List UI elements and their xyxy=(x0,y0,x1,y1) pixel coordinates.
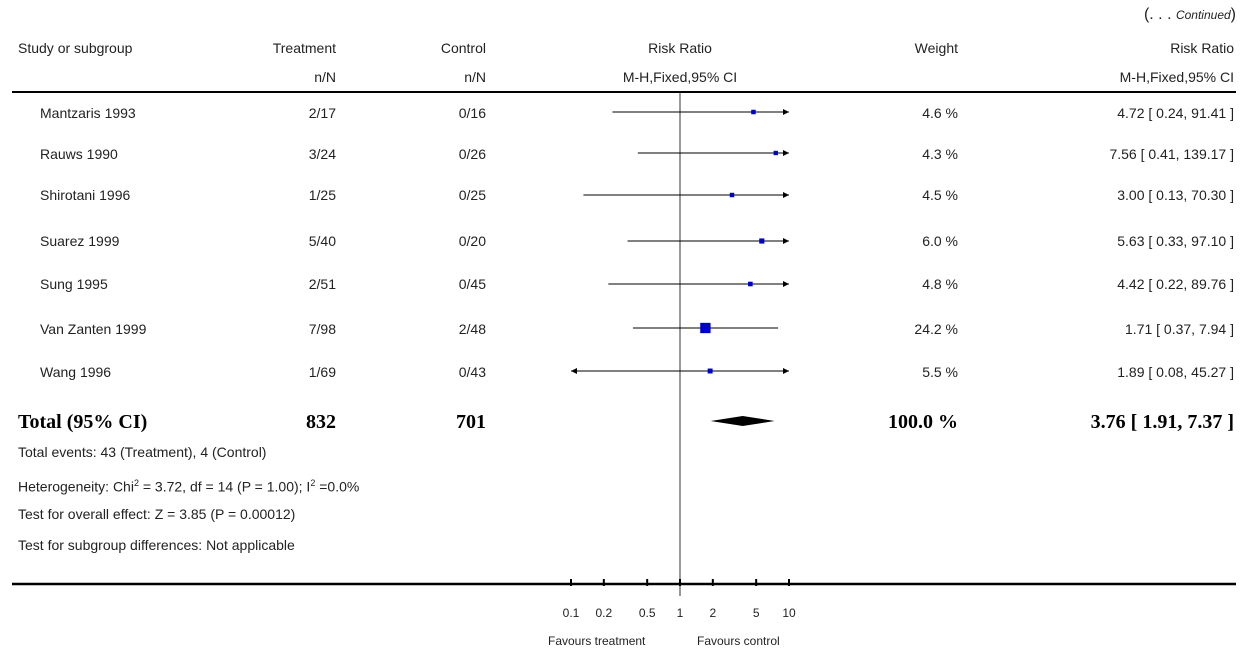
ci-arrow-right xyxy=(783,192,789,198)
axis-tick-label: 0.5 xyxy=(639,606,656,620)
total-treatment: 832 xyxy=(306,411,336,433)
control-count: 2/48 xyxy=(458,321,486,337)
heterogeneity-note: Heterogeneity: Chi2 = 3.72, df = 14 (P =… xyxy=(18,478,360,495)
study-effect-marker xyxy=(759,238,765,244)
study-name: Wang 1996 xyxy=(40,364,112,380)
total-weight: 100.0 % xyxy=(888,411,958,433)
study-effect-marker xyxy=(748,281,753,287)
study-effect-marker xyxy=(700,322,711,334)
total-events-note: Total events: 43 (Treatment), 4 (Control… xyxy=(18,444,267,460)
study-effect-marker xyxy=(773,150,778,156)
header-control: Control xyxy=(440,40,486,56)
overall-effect-note: Test for overall effect: Z = 3.85 (P = 0… xyxy=(18,506,296,522)
control-count: 0/25 xyxy=(458,187,486,203)
treatment-count: 7/98 xyxy=(308,321,336,337)
continued-label: (. . . Continued) xyxy=(1143,6,1236,23)
study-effect-marker xyxy=(707,368,713,374)
treatment-count: 2/51 xyxy=(308,276,336,292)
study-name: Suarez 1999 xyxy=(40,233,120,249)
risk-ratio-ci: 7.56 [ 0.41, 139.17 ] xyxy=(1109,146,1234,162)
risk-ratio-ci: 3.00 [ 0.13, 70.30 ] xyxy=(1117,187,1234,203)
ci-arrow-right xyxy=(783,281,789,287)
weight-value: 6.0 % xyxy=(922,233,958,249)
study-name: Rauws 1990 xyxy=(40,146,118,162)
study-name: Sung 1995 xyxy=(40,276,108,292)
ci-arrow-right xyxy=(783,368,789,374)
ci-arrow-right xyxy=(783,238,789,244)
ci-arrow-right xyxy=(783,109,789,115)
control-count: 0/26 xyxy=(458,146,486,162)
pooled-effect-diamond xyxy=(710,416,775,426)
weight-value: 4.3 % xyxy=(922,146,958,162)
axis-tick-label: 1 xyxy=(677,606,684,620)
header-control-sub: n/N xyxy=(464,69,486,85)
header-weight: Weight xyxy=(914,40,958,56)
axis-tick-label: 0.2 xyxy=(595,606,612,620)
header-risk-ratio-right-sub: M-H,Fixed,95% CI xyxy=(1119,69,1234,85)
control-count: 0/43 xyxy=(458,364,486,380)
weight-value: 24.2 % xyxy=(914,321,958,337)
control-count: 0/45 xyxy=(458,276,486,292)
axis-tick-label: 0.1 xyxy=(563,606,580,620)
subgroup-differences-note: Test for subgroup differences: Not appli… xyxy=(18,537,295,553)
study-effect-marker xyxy=(751,109,756,115)
header-treatment-sub: n/N xyxy=(314,69,336,85)
study-effect-marker xyxy=(729,192,735,198)
risk-ratio-ci: 4.72 [ 0.24, 91.41 ] xyxy=(1117,105,1234,121)
header-risk-ratio-right: Risk Ratio xyxy=(1170,40,1234,56)
favours-treatment-label: Favours treatment xyxy=(548,634,646,648)
axis-tick-label: 5 xyxy=(753,606,760,620)
favours-control-label: Favours control xyxy=(697,634,780,648)
weight-value: 5.5 % xyxy=(922,364,958,380)
treatment-count: 2/17 xyxy=(308,105,336,121)
study-name: Shirotani 1996 xyxy=(40,187,131,203)
control-count: 0/16 xyxy=(458,105,486,121)
treatment-count: 5/40 xyxy=(308,233,336,249)
treatment-count: 1/69 xyxy=(308,364,336,380)
total-risk-ratio-ci: 3.76 [ 1.91, 7.37 ] xyxy=(1090,411,1234,433)
control-count: 0/20 xyxy=(458,233,486,249)
total-label: Total (95% CI) xyxy=(18,411,148,433)
total-control: 701 xyxy=(456,411,486,433)
study-name: Mantzaris 1993 xyxy=(40,105,136,121)
risk-ratio-ci: 5.63 [ 0.33, 97.10 ] xyxy=(1117,233,1234,249)
treatment-count: 3/24 xyxy=(308,146,336,162)
axis-tick-label: 10 xyxy=(782,606,796,620)
risk-ratio-ci: 1.89 [ 0.08, 45.27 ] xyxy=(1117,364,1234,380)
ci-arrow-right xyxy=(783,150,789,156)
header-treatment: Treatment xyxy=(272,40,336,56)
risk-ratio-ci: 4.42 [ 0.22, 89.76 ] xyxy=(1117,276,1234,292)
header-risk-ratio: Risk Ratio xyxy=(648,40,712,56)
study-name: Van Zanten 1999 xyxy=(40,321,147,337)
weight-value: 4.8 % xyxy=(922,276,958,292)
axis-tick-label: 2 xyxy=(709,606,716,620)
weight-value: 4.5 % xyxy=(922,187,958,203)
header-study: Study or subgroup xyxy=(18,40,133,56)
header-risk-ratio-sub: M-H,Fixed,95% CI xyxy=(622,69,738,85)
ci-arrow-left xyxy=(571,368,577,374)
weight-value: 4.6 % xyxy=(922,105,958,121)
treatment-count: 1/25 xyxy=(308,187,336,203)
risk-ratio-ci: 1.71 [ 0.37, 7.94 ] xyxy=(1125,321,1234,337)
